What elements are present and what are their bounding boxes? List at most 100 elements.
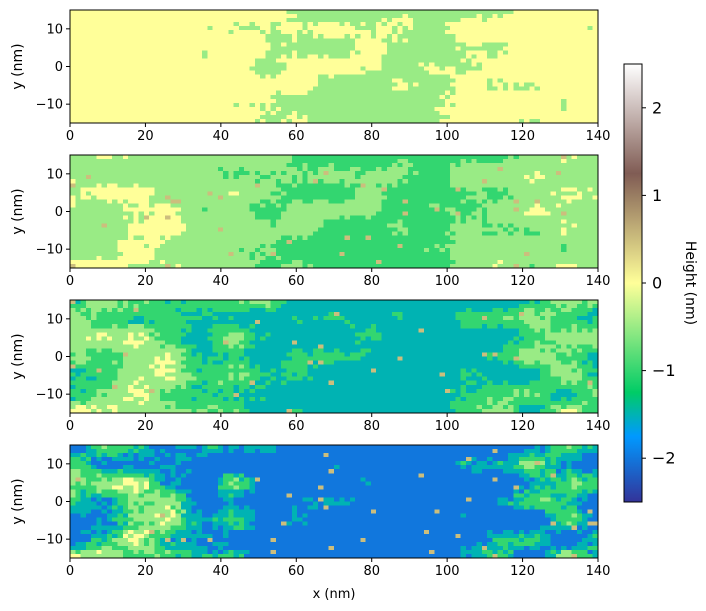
heatmap-cell — [492, 187, 499, 192]
heatmap-cell — [112, 42, 118, 47]
heatmap-cell — [85, 110, 92, 116]
heatmap-cell — [249, 70, 256, 75]
heatmap-cell — [508, 199, 514, 204]
heatmap-cell — [397, 90, 404, 96]
heatmap-cell — [228, 118, 235, 124]
heatmap-cell — [133, 22, 140, 27]
heatmap-cell — [228, 86, 235, 92]
heatmap-cell — [487, 74, 493, 80]
heatmap-cell — [524, 30, 530, 35]
heatmap-cell — [149, 179, 155, 184]
heatmap-cell — [85, 235, 92, 241]
heatmap-cell — [334, 74, 340, 80]
heatmap-cell — [407, 187, 414, 192]
heatmap-cell — [254, 102, 261, 108]
heatmap-cell — [492, 66, 499, 71]
heatmap-cell — [202, 82, 208, 88]
heatmap-cell — [545, 38, 551, 43]
heatmap-cell — [349, 215, 356, 220]
heatmap-cell — [524, 54, 530, 59]
heatmap-cell — [392, 167, 398, 172]
heatmap-cell — [133, 34, 140, 39]
heatmap-cell — [238, 94, 245, 100]
heatmap-cell — [529, 42, 536, 47]
heatmap-cell — [344, 38, 351, 43]
heatmap-cell — [212, 26, 219, 31]
heatmap-cell — [360, 90, 367, 96]
heatmap-cell — [101, 42, 108, 47]
heatmap-cell — [154, 82, 161, 88]
heatmap-cell — [165, 171, 171, 176]
heatmap-cell — [439, 187, 446, 192]
heatmap-cell — [407, 155, 414, 160]
heatmap-cell — [386, 58, 393, 63]
heatmap-cell — [149, 195, 155, 200]
heatmap-cell — [434, 86, 440, 92]
heatmap-cell — [450, 219, 456, 225]
heatmap-cell — [328, 14, 335, 19]
heatmap-cell — [545, 34, 551, 39]
heatmap-cell — [270, 98, 277, 104]
heatmap-cell — [101, 155, 108, 160]
heatmap-cell — [101, 90, 108, 96]
heatmap-cell — [555, 106, 562, 112]
heatmap-cell — [191, 46, 198, 51]
heatmap-cell — [429, 62, 435, 67]
heatmap-cell — [328, 18, 335, 23]
heatmap-cell — [571, 211, 578, 216]
heatmap-cell — [202, 211, 208, 216]
heatmap-cell — [233, 239, 240, 245]
heatmap-cell — [275, 14, 282, 19]
heatmap-cell — [471, 171, 477, 176]
heatmap-cell — [592, 14, 599, 19]
heatmap-cell — [334, 38, 340, 43]
heatmap-cell — [413, 167, 419, 172]
heatmap-cell — [112, 167, 118, 172]
heatmap-cell — [392, 18, 398, 23]
heatmap-cell — [244, 171, 250, 176]
heatmap-cell — [143, 58, 150, 63]
heatmap-cell — [460, 231, 467, 237]
heatmap-cell — [339, 78, 345, 84]
heatmap-cell — [508, 223, 514, 229]
heatmap-cell — [196, 167, 203, 172]
heatmap-cell — [376, 50, 382, 55]
heatmap-cell — [96, 74, 103, 80]
heatmap-cell — [233, 46, 240, 51]
heatmap-cell — [344, 62, 351, 67]
heatmap-cell — [508, 231, 514, 237]
heatmap-cell — [207, 86, 213, 92]
heatmap-cell — [318, 18, 324, 23]
heatmap-cell — [75, 90, 81, 96]
heatmap-cell — [571, 70, 578, 75]
heatmap-cell — [275, 58, 282, 63]
heatmap-cell — [96, 34, 103, 39]
heatmap-cell — [191, 106, 198, 112]
heatmap-cell — [407, 22, 414, 27]
heatmap-cell — [561, 18, 567, 23]
heatmap-cell — [492, 94, 499, 100]
heatmap-cell — [587, 118, 594, 124]
heatmap-cell — [297, 46, 303, 51]
heatmap-cell — [228, 30, 235, 35]
heatmap-cell — [186, 38, 192, 43]
heatmap-cell — [70, 211, 76, 216]
heatmap-cell — [545, 58, 551, 63]
heatmap-cell — [381, 30, 388, 35]
heatmap-cell — [143, 179, 150, 184]
heatmap-cell — [344, 22, 351, 27]
heatmap-cell — [286, 187, 293, 192]
heatmap-cell — [592, 70, 599, 75]
heatmap-cell — [513, 90, 520, 96]
heatmap-cell — [418, 191, 425, 196]
heatmap-cell — [444, 50, 451, 55]
heatmap-cell — [476, 235, 483, 241]
heatmap-cell — [524, 82, 530, 88]
heatmap-cell — [582, 179, 588, 184]
heatmap-cell — [365, 34, 372, 39]
heatmap-cell — [402, 239, 409, 245]
heatmap-cell — [407, 98, 414, 104]
heatmap-cell — [502, 175, 509, 180]
heatmap-cell — [402, 207, 409, 212]
heatmap-cell — [254, 211, 261, 216]
